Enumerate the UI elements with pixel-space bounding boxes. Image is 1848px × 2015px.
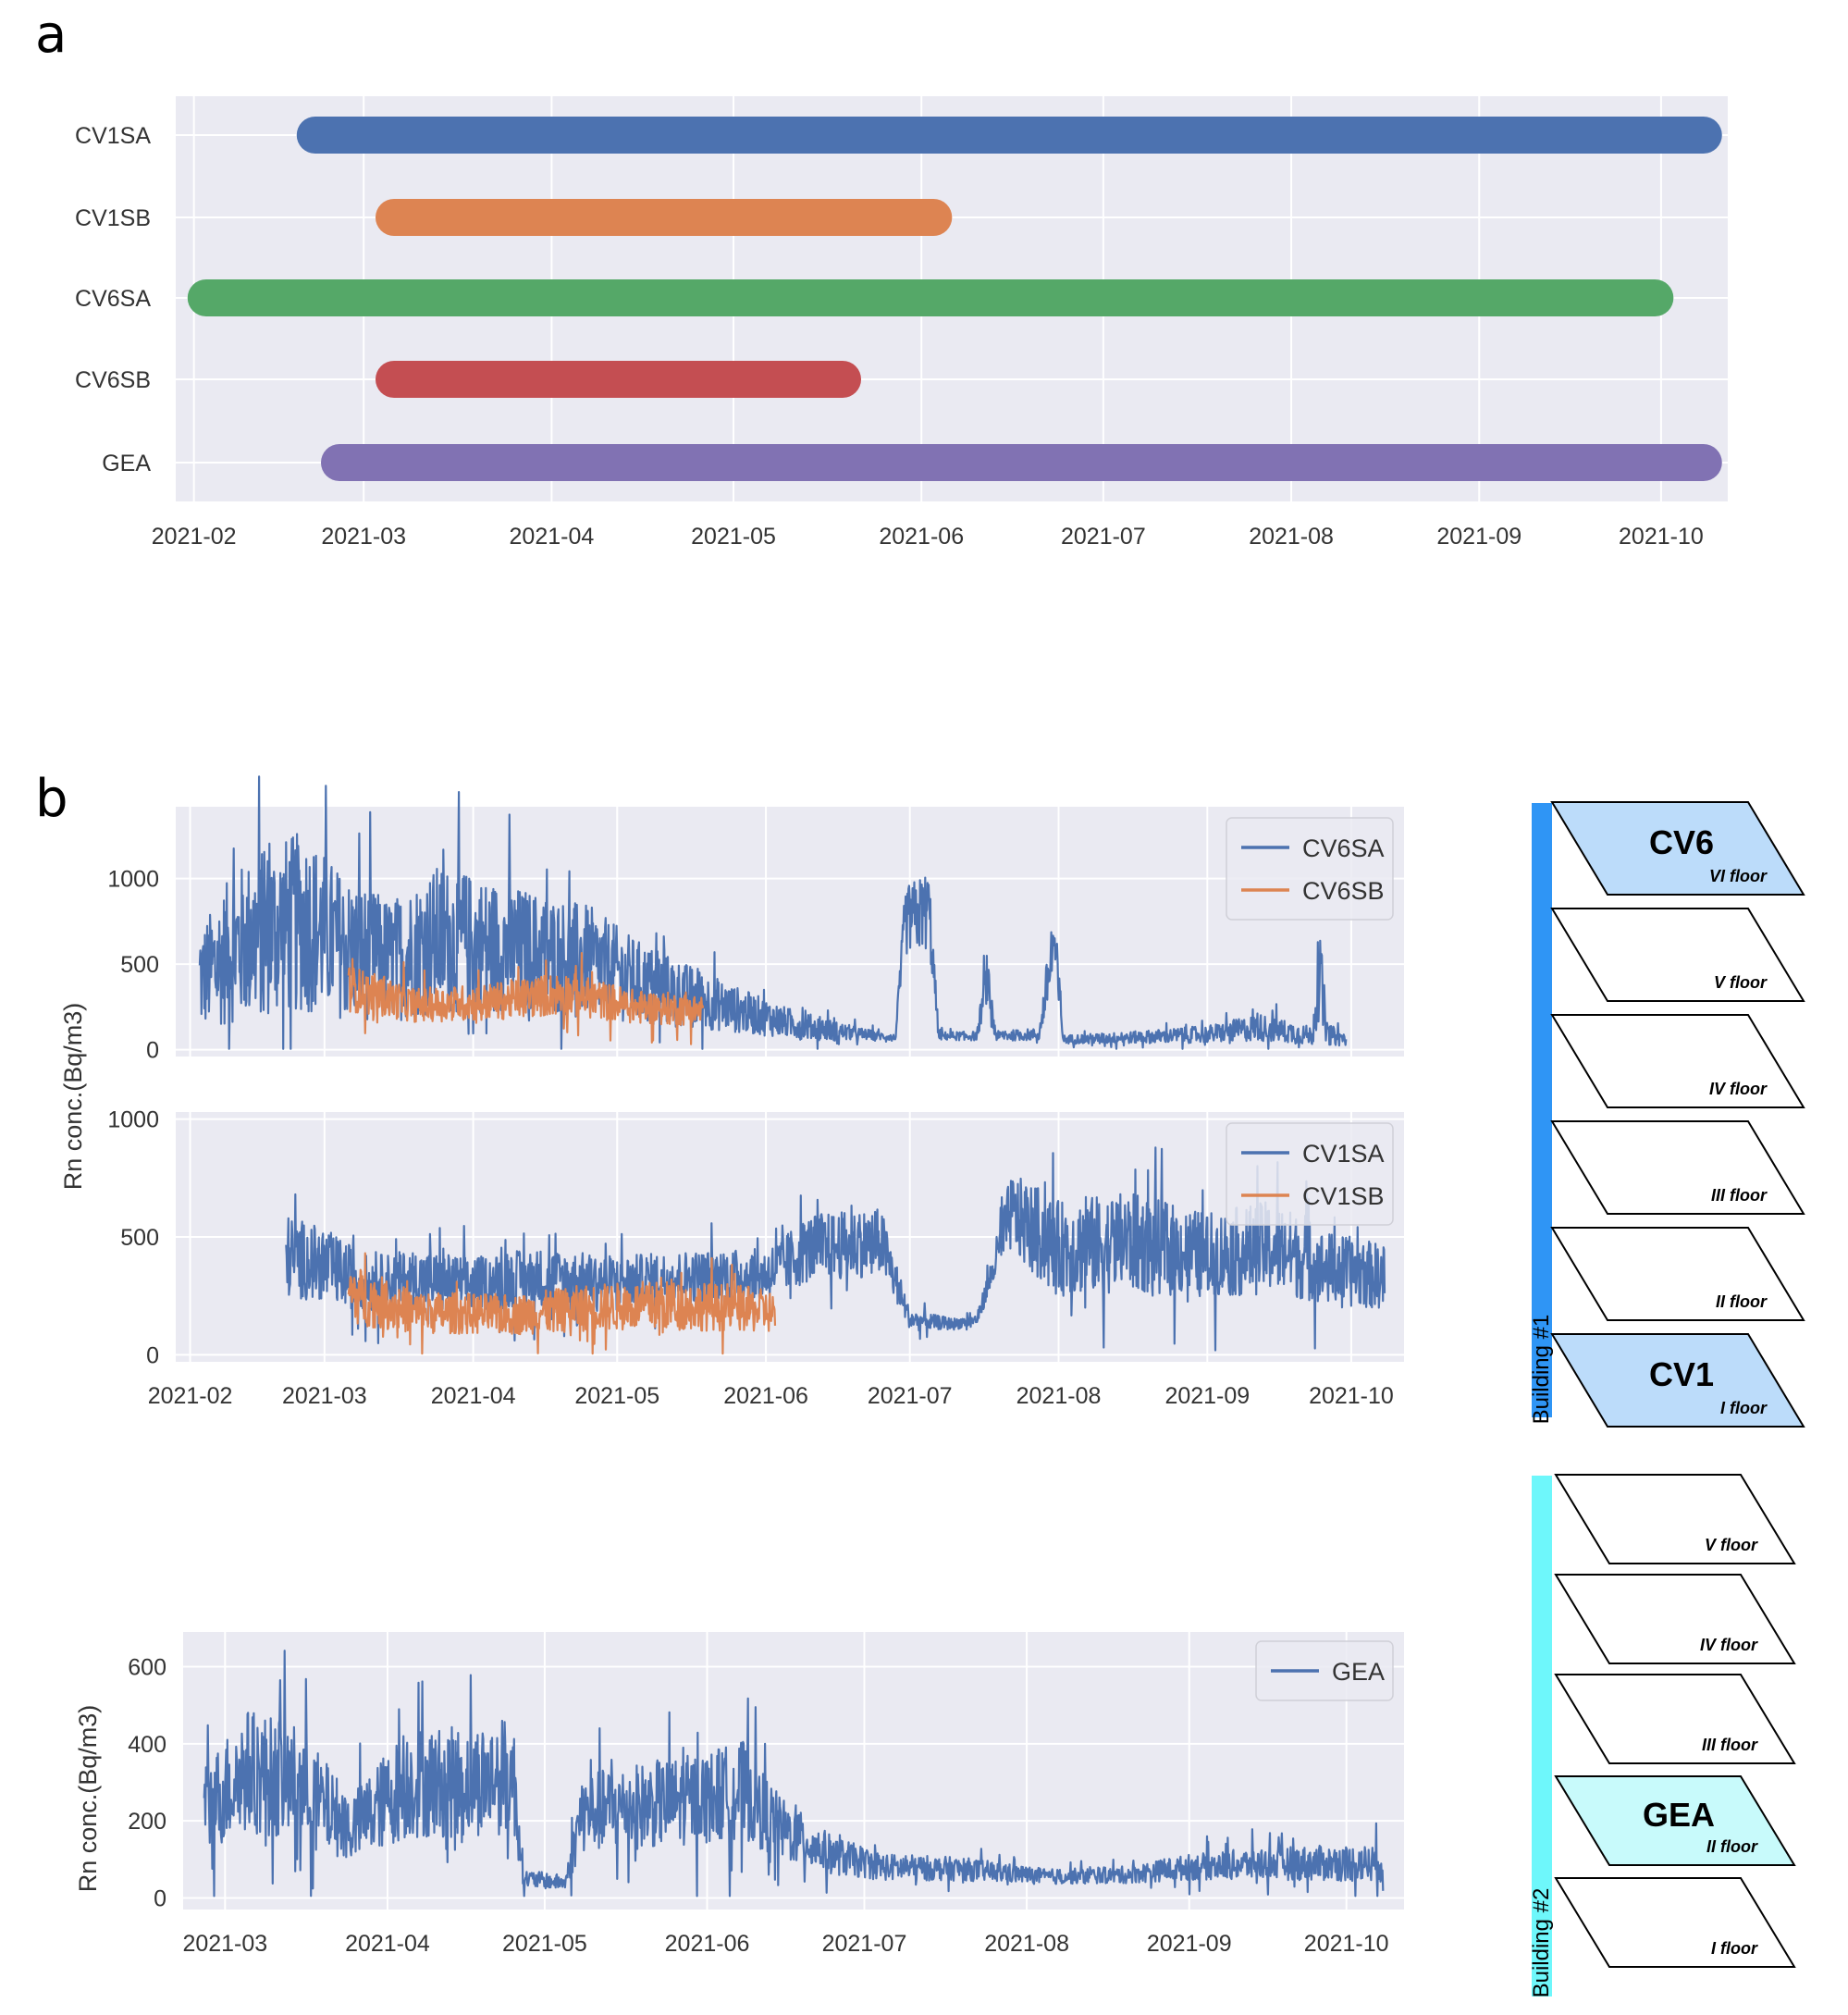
x-tick-label: 2021-10 [1619, 524, 1704, 550]
legend-label: GEA [1332, 1658, 1385, 1686]
floor-label: IV floor [1700, 1636, 1758, 1654]
series-line-cv1sb [347, 1252, 777, 1355]
building-1-diagram: Building #1 VI floor CV6 V floor IV floor III… [1529, 801, 1805, 1428]
series-line-cv1sa [285, 1146, 1386, 1352]
x-tick-label: 2021-05 [574, 1383, 659, 1409]
floor-parallelogram [1550, 1333, 1805, 1428]
chart-b3-gea: 0 200 400 600 2021-03 2021-04 2021-05 2021-06 20… [74, 1632, 1404, 1957]
y-tick-label: GEA [102, 451, 151, 476]
x-tick-label: 2021-09 [1164, 1383, 1250, 1409]
x-tick-label: 2021-07 [822, 1931, 907, 1957]
building-label: Building #2 [1529, 1888, 1554, 1998]
floor-parallelogram [1550, 1120, 1805, 1215]
y-tick-label: CV6SA [75, 286, 151, 312]
sensor-label: GEA [1643, 1796, 1715, 1834]
y-tick-label: 400 [128, 1732, 166, 1758]
floor-label: IV floor [1709, 1080, 1768, 1098]
x-tick-label: 2021-09 [1147, 1931, 1232, 1957]
x-tick-label: 2021-08 [984, 1931, 1069, 1957]
panel-b-letter: b [35, 769, 68, 829]
legend-box [1226, 817, 1394, 921]
x-tick-label: 2021-07 [1061, 524, 1146, 550]
x-tick-label: 2021-04 [345, 1931, 430, 1957]
legend-box [1226, 1122, 1394, 1226]
x-tick-label: 2021-05 [691, 524, 776, 550]
y-tick-label: CV6SB [75, 367, 151, 393]
floor-label: II floor [1706, 1837, 1758, 1856]
floor-parallelogram [1554, 1877, 1796, 1968]
building-2-diagram: Building #2 V floor IV floor III floor II fl… [1529, 1474, 1796, 1998]
floor-label: V floor [1705, 1536, 1758, 1554]
building-bar [1532, 1476, 1552, 1996]
y-tick-label: CV1SA [75, 123, 151, 149]
x-tick-label: 2021-04 [510, 524, 595, 550]
floor-label: I floor [1720, 1399, 1768, 1417]
sensor-label: CV6 [1649, 823, 1714, 861]
floor-parallelogram [1550, 1014, 1805, 1108]
chart-b1-cv6: 0 500 1000 CV6SA CV6SB [107, 775, 1404, 1064]
y-tick-label: 200 [128, 1809, 166, 1835]
series-line-cv6sb [347, 951, 705, 1045]
floor-parallelogram [1554, 1775, 1796, 1866]
x-tick-label: 2021-06 [879, 524, 964, 550]
x-tick-label: 2021-09 [1436, 524, 1522, 550]
floor-label: I floor [1711, 1939, 1758, 1958]
x-tick-label: 2021-03 [182, 1931, 267, 1957]
floor-parallelogram [1554, 1474, 1796, 1564]
building-label: Building #1 [1529, 1315, 1554, 1425]
y-tick-label: 0 [146, 1038, 159, 1064]
x-tick-label: 2021-10 [1304, 1931, 1389, 1957]
y-tick-label: 0 [154, 1886, 166, 1912]
x-tick-label: 2021-10 [1309, 1383, 1394, 1409]
y-axis-label: Rn conc.(Bq/m3) [59, 1003, 87, 1191]
panel-a-letter: a [35, 5, 67, 65]
x-tick-label: 2021-06 [723, 1383, 808, 1409]
floor-label: VI floor [1709, 867, 1768, 885]
legend-label: CV6SA [1302, 834, 1385, 862]
y-tick-label: 500 [120, 952, 159, 978]
y-tick-label: CV1SB [75, 205, 151, 231]
y-tick-label: 500 [120, 1225, 159, 1251]
x-tick-label: 2021-07 [868, 1383, 953, 1409]
x-tick-label: 2021-06 [665, 1931, 750, 1957]
sensor-label: CV1 [1649, 1355, 1714, 1393]
x-tick-label: 2021-03 [282, 1383, 367, 1409]
building-bar [1532, 803, 1552, 1417]
x-tick-label: 2021-08 [1249, 524, 1334, 550]
series-line-gea [203, 1650, 1385, 1898]
y-tick-label: 600 [128, 1655, 166, 1681]
x-tick-label: 2021-02 [152, 524, 237, 550]
series-line-cv6sa [198, 775, 1348, 1050]
legend-box [1255, 1640, 1394, 1701]
legend-label: CV1SB [1302, 1182, 1385, 1210]
floor-label: V floor [1714, 973, 1768, 992]
floor-parallelogram [1550, 801, 1805, 896]
floor-parallelogram [1554, 1674, 1796, 1764]
y-axis-label: Rn conc.(Bq/m3) [74, 1705, 102, 1893]
chart-b2-cv1: 0 500 1000 2021-02 2021-03 2021-04 2021-05 2021… [59, 1003, 1404, 1409]
y-tick-label: 1000 [107, 1107, 159, 1133]
chart-a-gantt: 2021-02 2021-03 2021-04 2021-05 2021-06 2021-… [75, 96, 1728, 550]
floor-label: III floor [1711, 1186, 1768, 1205]
x-tick-label: 2021-04 [431, 1383, 516, 1409]
floor-parallelogram [1550, 908, 1805, 1002]
x-tick-label: 2021-08 [1016, 1383, 1102, 1409]
floor-parallelogram [1550, 1227, 1805, 1321]
legend-label: CV6SB [1302, 877, 1385, 905]
y-tick-label: 1000 [107, 867, 159, 893]
floor-label: II floor [1716, 1292, 1768, 1311]
legend-label: CV1SA [1302, 1140, 1385, 1168]
x-tick-label: 2021-03 [321, 524, 406, 550]
x-tick-label: 2021-02 [148, 1383, 233, 1409]
floor-label: III floor [1702, 1736, 1758, 1754]
y-tick-label: 0 [146, 1342, 159, 1368]
floor-parallelogram [1554, 1574, 1796, 1664]
x-tick-label: 2021-05 [502, 1931, 587, 1957]
